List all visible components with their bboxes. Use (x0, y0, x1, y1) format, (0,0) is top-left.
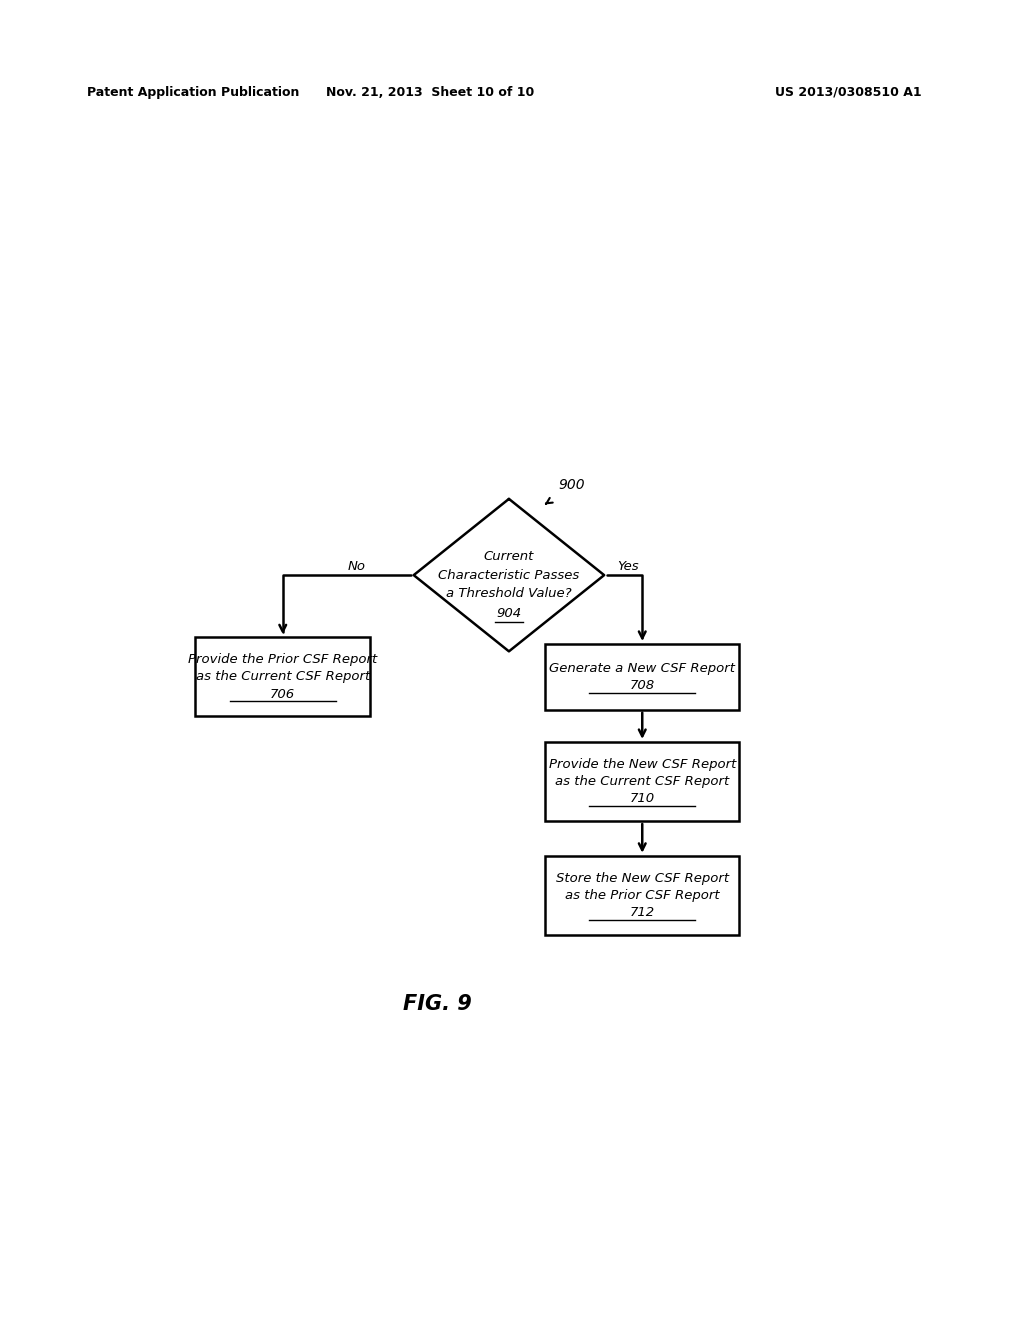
Text: 904: 904 (497, 607, 521, 620)
Bar (545, 742, 739, 821)
Text: as the Current CSF Report: as the Current CSF Report (555, 775, 729, 788)
Text: 710: 710 (630, 792, 654, 805)
Text: 706: 706 (270, 688, 295, 701)
Text: as the Prior CSF Report: as the Prior CSF Report (565, 888, 720, 902)
Text: 900: 900 (558, 478, 585, 492)
Text: Provide the Prior CSF Report: Provide the Prior CSF Report (188, 653, 378, 667)
Text: Generate a New CSF Report: Generate a New CSF Report (549, 661, 735, 675)
Text: a Threshold Value?: a Threshold Value? (446, 587, 571, 599)
Text: Nov. 21, 2013  Sheet 10 of 10: Nov. 21, 2013 Sheet 10 of 10 (326, 86, 535, 99)
Text: Characteristic Passes: Characteristic Passes (438, 569, 580, 582)
Text: Yes: Yes (616, 561, 639, 573)
Text: 712: 712 (630, 906, 654, 919)
Text: Provide the New CSF Report: Provide the New CSF Report (549, 758, 736, 771)
Bar (196, 638, 370, 717)
Text: No: No (348, 561, 367, 573)
Bar (545, 855, 739, 935)
Text: US 2013/0308510 A1: US 2013/0308510 A1 (775, 86, 922, 99)
Text: as the Current CSF Report: as the Current CSF Report (196, 671, 370, 684)
Text: Current: Current (483, 550, 535, 564)
Bar (545, 644, 739, 710)
Text: Store the New CSF Report: Store the New CSF Report (556, 871, 729, 884)
Text: Patent Application Publication: Patent Application Publication (87, 86, 299, 99)
Text: FIG. 9: FIG. 9 (403, 994, 472, 1014)
Text: 708: 708 (630, 678, 654, 692)
